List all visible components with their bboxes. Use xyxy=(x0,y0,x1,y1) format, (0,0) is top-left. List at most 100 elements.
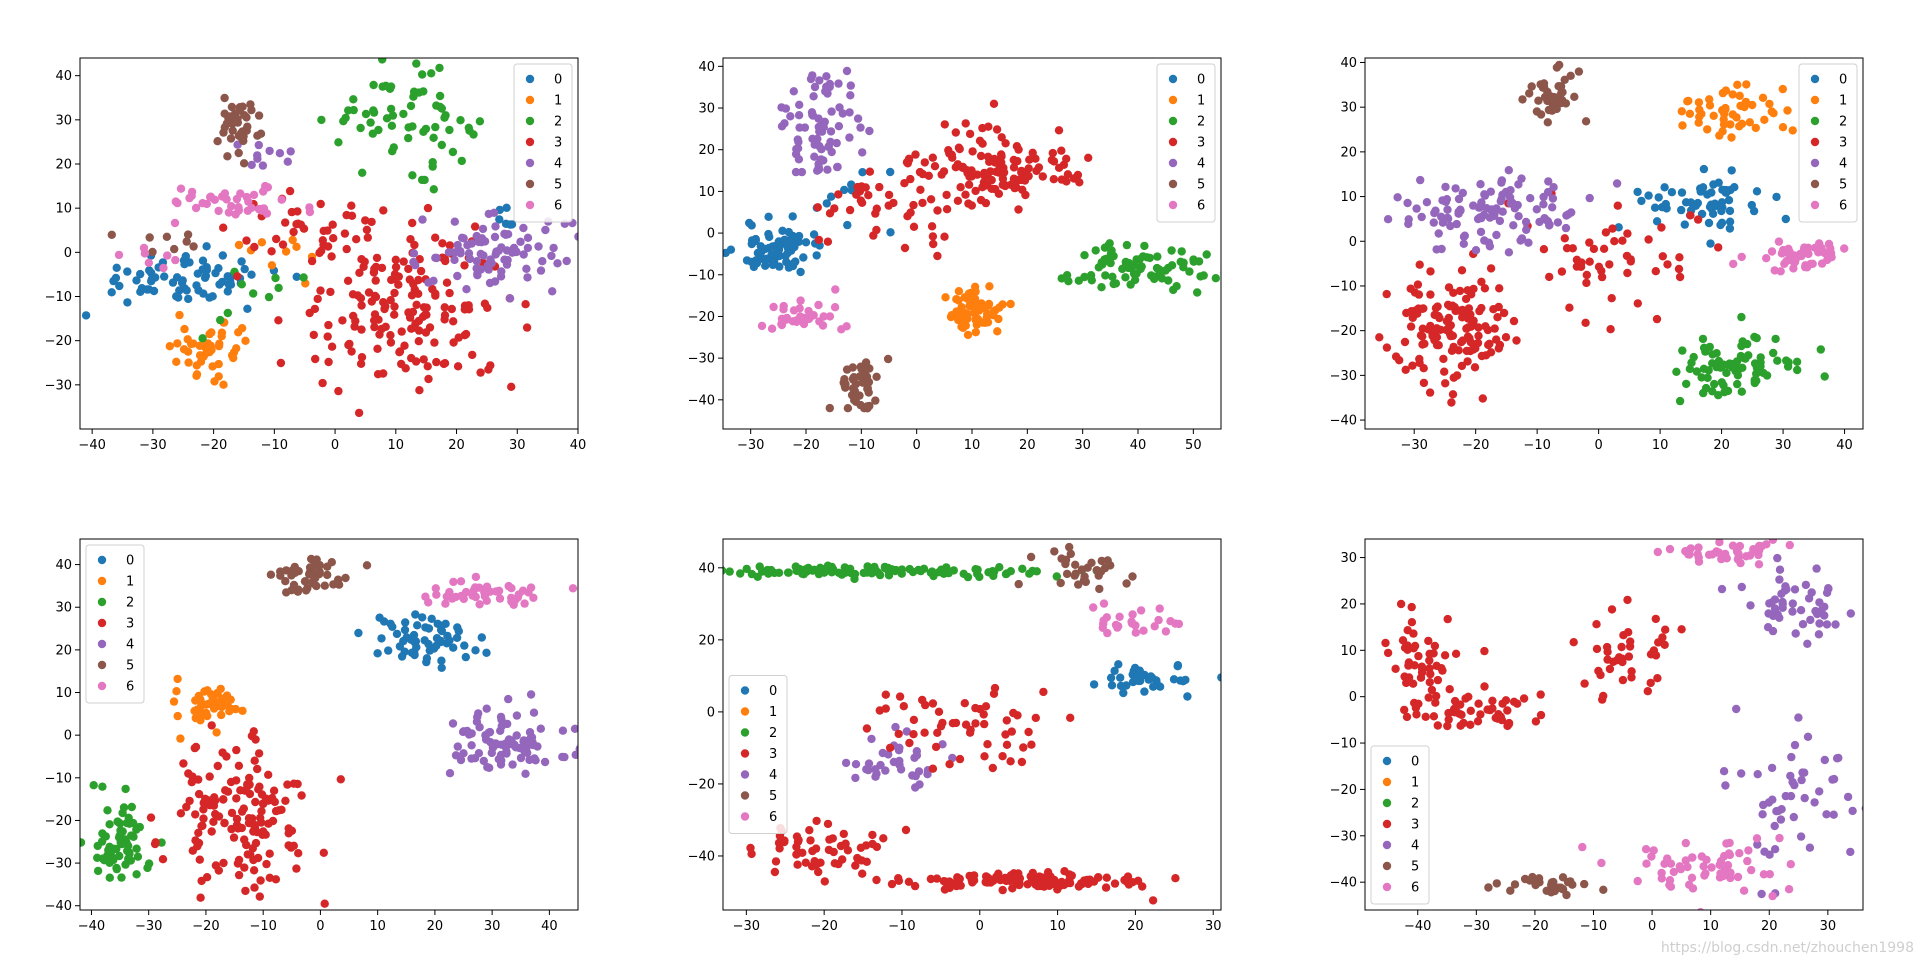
point-class-4 xyxy=(1846,847,1855,857)
point-class-4 xyxy=(1803,639,1812,648)
point-class-6 xyxy=(1745,551,1755,560)
x-tick-label: 30 xyxy=(1820,919,1837,934)
point-class-0 xyxy=(1217,673,1221,682)
scatter-panel-4: −40 −30 −20 −10 0 10 20 30 40−40−30−20−100102030… xyxy=(45,538,579,934)
point-class-4 xyxy=(911,771,920,781)
point-class-0 xyxy=(1149,682,1158,691)
point-class-4 xyxy=(512,731,521,740)
point-class-4 xyxy=(1514,180,1523,189)
point-class-0 xyxy=(761,244,770,254)
point-class-4 xyxy=(1517,234,1527,243)
point-class-3 xyxy=(1027,740,1036,749)
point-class-3 xyxy=(1442,317,1452,326)
point-class-3 xyxy=(440,254,449,263)
point-class-3 xyxy=(390,302,399,311)
point-class-0 xyxy=(1135,676,1145,686)
point-class-6 xyxy=(507,593,516,603)
point-class-1 xyxy=(1733,80,1742,90)
point-class-2 xyxy=(361,109,371,119)
point-class-3 xyxy=(1592,644,1602,654)
point-class-4 xyxy=(541,225,550,235)
point-class-4 xyxy=(548,287,557,296)
point-class-2 xyxy=(1792,357,1802,366)
point-class-3 xyxy=(1663,260,1672,269)
point-class-0 xyxy=(858,168,867,177)
point-class-3 xyxy=(920,728,929,737)
point-class-2 xyxy=(1771,334,1780,344)
point-class-5 xyxy=(825,403,834,413)
point-class-3 xyxy=(1039,687,1048,697)
axes-frame xyxy=(79,57,579,430)
point-class-6 xyxy=(1720,851,1729,861)
point-class-3 xyxy=(1675,272,1685,282)
point-class-0 xyxy=(177,278,187,287)
point-class-3 xyxy=(286,843,296,852)
point-class-6 xyxy=(1747,865,1756,875)
point-class-5 xyxy=(1562,890,1571,900)
point-class-0 xyxy=(1686,198,1696,207)
point-class-3 xyxy=(1398,636,1408,645)
point-class-4 xyxy=(549,243,558,253)
point-class-6 xyxy=(1663,854,1672,863)
point-class-6 xyxy=(1699,862,1708,871)
point-class-2 xyxy=(1108,272,1117,281)
point-class-3 xyxy=(980,719,989,729)
point-class-1 xyxy=(954,287,964,296)
point-class-4 xyxy=(867,734,876,744)
point-class-3 xyxy=(1643,687,1653,696)
point-class-3 xyxy=(1452,371,1462,380)
point-class-3 xyxy=(1485,705,1495,715)
point-class-3 xyxy=(281,218,290,227)
point-class-4 xyxy=(1476,227,1486,237)
point-class-3 xyxy=(340,229,350,238)
point-class-3 xyxy=(1426,290,1435,299)
point-class-3 xyxy=(856,196,866,205)
point-class-3 xyxy=(386,331,395,340)
point-class-3 xyxy=(1404,661,1413,670)
point-class-6 xyxy=(461,587,471,597)
point-class-3 xyxy=(1594,666,1603,676)
point-class-3 xyxy=(976,151,986,161)
point-class-0 xyxy=(1181,675,1190,685)
point-class-3 xyxy=(948,153,957,162)
point-class-4 xyxy=(815,141,824,151)
point-class-5 xyxy=(857,364,866,374)
point-class-0 xyxy=(1706,239,1715,248)
point-class-0 xyxy=(477,633,486,642)
point-class-0 xyxy=(410,650,419,660)
point-class-3 xyxy=(320,899,329,908)
legend-label-5: 5 xyxy=(126,659,134,674)
point-class-3 xyxy=(1646,678,1655,688)
point-class-3 xyxy=(1057,877,1066,887)
point-class-3 xyxy=(1406,322,1416,331)
point-class-4 xyxy=(450,255,459,265)
point-class-6 xyxy=(1799,245,1809,254)
point-class-4 xyxy=(1429,218,1439,227)
legend-box xyxy=(1798,63,1858,223)
point-class-6 xyxy=(1775,833,1784,843)
point-class-2 xyxy=(112,863,121,873)
point-class-0 xyxy=(775,262,784,271)
point-class-6 xyxy=(767,324,777,333)
point-class-4 xyxy=(1804,594,1814,603)
point-class-3 xyxy=(1585,257,1594,266)
point-class-0 xyxy=(377,634,386,643)
point-class-3 xyxy=(1439,354,1448,364)
point-class-5 xyxy=(219,128,228,137)
point-class-4 xyxy=(1403,198,1412,208)
point-class-2 xyxy=(97,837,107,846)
point-class-0 xyxy=(1725,206,1735,216)
point-class-2 xyxy=(949,566,958,575)
point-class-3 xyxy=(355,268,364,277)
y-tick-label: 30 xyxy=(55,601,72,616)
y-tick-label: 20 xyxy=(698,633,715,648)
point-class-3 xyxy=(1416,331,1426,340)
point-class-5 xyxy=(362,561,372,570)
point-class-5 xyxy=(243,122,252,131)
point-class-3 xyxy=(363,233,372,242)
point-class-3 xyxy=(1410,641,1420,651)
point-class-3 xyxy=(1580,679,1589,688)
point-class-3 xyxy=(150,839,160,849)
point-class-3 xyxy=(1014,145,1023,154)
point-class-4 xyxy=(496,726,505,735)
